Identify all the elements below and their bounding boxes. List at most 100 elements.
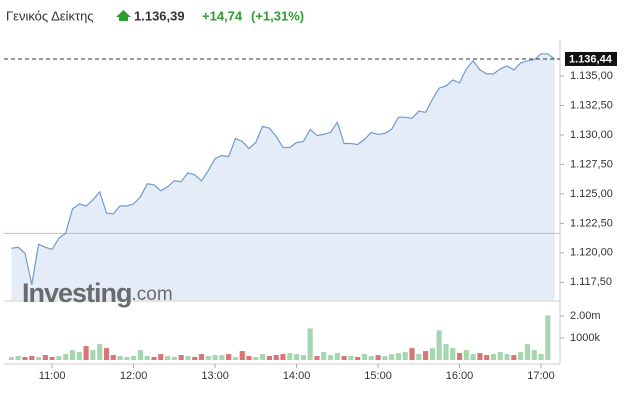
volume-bar [294, 354, 300, 360]
volume-bar [226, 354, 232, 360]
volume-bar [504, 354, 510, 360]
volume-bar [103, 348, 110, 360]
x-tick-label: 13:00 [201, 370, 229, 382]
volume-bar [436, 330, 442, 360]
volume-bar [63, 354, 69, 360]
volume-bar [524, 344, 531, 360]
volume-bar [205, 356, 211, 360]
volume-bar [456, 353, 463, 360]
volume-bar [260, 354, 266, 360]
volume-bar [42, 355, 48, 360]
volume-bar [490, 354, 497, 360]
volume-bar [266, 356, 272, 360]
volume-bar [253, 357, 259, 360]
y-tick-label: 1.117,50 [570, 276, 612, 288]
volume-bar [35, 357, 42, 360]
x-tick-label: 12:00 [120, 370, 148, 382]
watermark-brand: Investing [22, 278, 132, 308]
volume-bar [15, 356, 21, 360]
header-change-pct: (+1,31%) [251, 8, 304, 23]
volume-bar [69, 350, 76, 360]
volume-bar [273, 355, 279, 360]
volume-bar [484, 355, 490, 360]
volume-bar [192, 357, 198, 360]
y-tick-label: 1.125,00 [570, 188, 613, 200]
volume-bar [287, 353, 293, 360]
volume-bar [198, 354, 205, 360]
x-tick-label: 16:00 [446, 370, 474, 382]
volume-bar [22, 357, 28, 360]
volume-bar [395, 353, 402, 360]
y-tick-label: 1.132,50 [570, 99, 613, 111]
volume-tick-label: 1000k [570, 332, 600, 344]
up-arrow [116, 10, 131, 21]
volume-bar [531, 350, 537, 360]
x-tick-label: 17:00 [527, 370, 555, 382]
header-title: Γενικός Δείκτης [6, 8, 94, 23]
volume-bar [389, 354, 395, 360]
volume-bar [97, 344, 103, 360]
volume-tick-label: 2.00m [570, 310, 601, 322]
volume-bar [49, 357, 55, 360]
volume-bar [416, 354, 422, 360]
volume-bar [429, 348, 435, 360]
volume-bar [212, 355, 218, 360]
volume-bar [348, 356, 354, 360]
volume-bar [463, 350, 469, 360]
volume-bar [171, 357, 177, 360]
watermark: Investing.com [22, 278, 173, 308]
volume-bar [511, 355, 517, 360]
last-price-box [565, 51, 617, 66]
volume-bar [144, 356, 150, 360]
volume-bar [518, 352, 524, 360]
volume-bar [382, 356, 388, 360]
y-tick-label: 1.120,00 [570, 247, 613, 259]
volume-bar [280, 354, 286, 360]
header-price: 1.136,39 [134, 8, 185, 23]
volume-bar [341, 356, 347, 360]
volume-bar [137, 350, 143, 360]
last-price-label: 1.136,44 [569, 53, 613, 65]
volume-bar [327, 355, 334, 360]
area-fill [11, 53, 555, 300]
volume-bar [355, 357, 361, 360]
volume-bar [470, 354, 476, 360]
volume-bar [361, 354, 368, 360]
header-change: +14,74 [202, 8, 243, 23]
volume-bar [90, 350, 96, 360]
volume-bar [300, 355, 306, 360]
volume-bar [450, 348, 456, 360]
price-line [11, 53, 555, 285]
volume-bar [131, 356, 137, 360]
volume-bar [402, 352, 408, 360]
volume-bar [368, 356, 374, 360]
volume-bar [334, 353, 340, 360]
volume-bar [246, 356, 252, 360]
volume-bar [178, 355, 184, 360]
volume-bar [151, 357, 157, 360]
volume-bar [56, 356, 62, 360]
volume-bar [409, 348, 415, 360]
volume-bar [232, 357, 239, 360]
volume-bar [8, 357, 14, 360]
volume-bar [321, 352, 327, 360]
y-tick-label: 1.122,50 [570, 217, 613, 229]
volume-bar [423, 351, 429, 360]
volume-bar [375, 355, 381, 360]
volume-bar [164, 356, 171, 360]
volume-bar [545, 315, 551, 360]
x-tick-label: 11:00 [39, 370, 66, 382]
volume-bar [124, 357, 130, 360]
x-tick-label: 15:00 [364, 370, 392, 382]
volume-bar [158, 354, 164, 360]
watermark-domain: .com [132, 284, 173, 305]
y-tick-label: 1.135,00 [570, 70, 613, 82]
volume-bar [76, 352, 82, 360]
volume-bar [307, 328, 313, 360]
volume-bar [314, 356, 320, 360]
volume-bar [477, 353, 483, 360]
y-tick-label: 1.130,00 [570, 129, 613, 141]
x-tick-label: 14:00 [283, 370, 311, 382]
volume-bar [497, 352, 503, 360]
